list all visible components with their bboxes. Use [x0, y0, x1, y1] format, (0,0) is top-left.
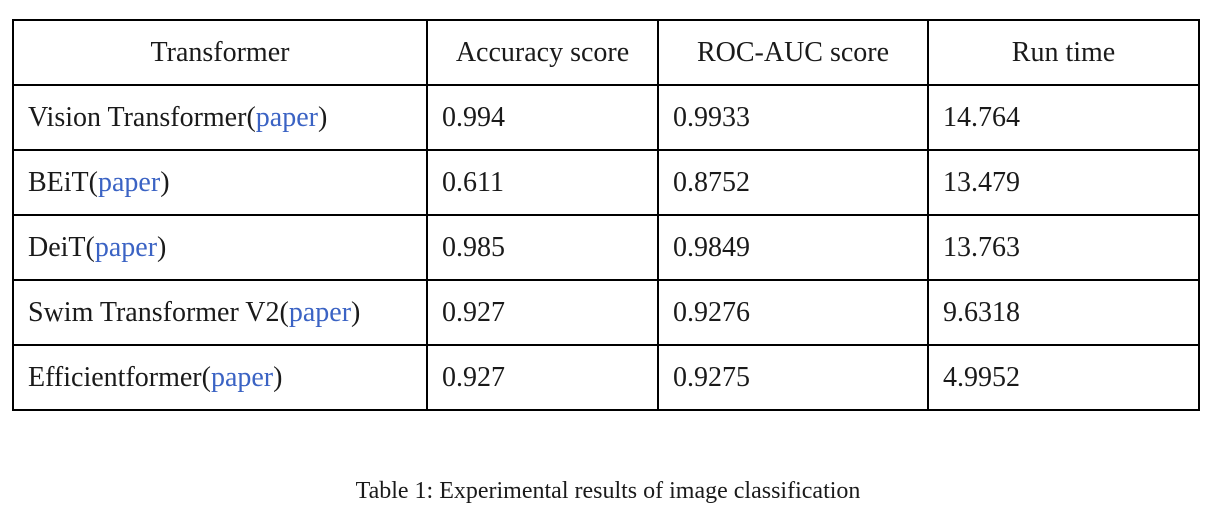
cell-accuracy: 0.927: [426, 279, 659, 346]
cell-roc-auc: 0.9276: [657, 279, 929, 346]
cell-roc-auc: 0.9275: [657, 344, 929, 411]
cell-transformer-name: Vision Transformer(paper): [12, 84, 428, 151]
cell-accuracy: 0.611: [426, 149, 659, 216]
paper-link[interactable]: paper: [288, 296, 352, 328]
paper-link[interactable]: paper: [94, 231, 158, 263]
paper-link[interactable]: paper: [255, 101, 318, 133]
header-accuracy: Accuracy score: [426, 19, 659, 86]
model-name: BEiT: [28, 166, 89, 198]
table-row: DeiT(paper) 0.985 0.9849 13.763: [12, 214, 1200, 281]
header-transformer: Transformer: [12, 19, 428, 86]
cell-run-time: 13.763: [927, 214, 1200, 281]
cell-run-time: 14.764: [927, 84, 1200, 151]
table-row: Swim Transformer V2(paper) 0.927 0.9276 …: [12, 279, 1200, 346]
cell-transformer-name: Efficientformer(paper): [12, 344, 428, 411]
cell-roc-auc: 0.9933: [657, 84, 929, 151]
paper-link[interactable]: paper: [98, 166, 161, 198]
table-row: BEiT(paper) 0.611 0.8752 13.479: [12, 149, 1200, 216]
table-caption: Table 1: Experimental results of image c…: [355, 478, 861, 504]
model-name: Efficientformer: [28, 361, 202, 393]
cell-run-time: 13.479: [927, 149, 1200, 216]
model-name: DeiT: [28, 231, 86, 263]
header-roc-auc: ROC-AUC score: [657, 19, 929, 86]
results-table: Transformer Accuracy score ROC-AUC score…: [12, 19, 1200, 411]
cell-accuracy: 0.985: [426, 214, 659, 281]
table-row: Vision Transformer(paper) 0.994 0.9933 1…: [12, 84, 1200, 151]
cell-run-time: 4.9952: [927, 344, 1200, 411]
cell-accuracy: 0.927: [426, 344, 659, 411]
cell-transformer-name: BEiT(paper): [12, 149, 428, 216]
header-run-time: Run time: [927, 19, 1200, 86]
cell-transformer-name: Swim Transformer V2(paper): [12, 279, 428, 346]
table-header-row: Transformer Accuracy score ROC-AUC score…: [12, 19, 1200, 86]
model-name: Vision Transformer: [28, 101, 247, 133]
table-row: Efficientformer(paper) 0.927 0.9275 4.99…: [12, 344, 1200, 411]
cell-transformer-name: DeiT(paper): [12, 214, 428, 281]
cell-accuracy: 0.994: [426, 84, 659, 151]
cell-run-time: 9.6318: [927, 279, 1200, 346]
model-name: Swim Transformer V2: [28, 296, 280, 328]
cell-roc-auc: 0.8752: [657, 149, 929, 216]
paper-link[interactable]: paper: [210, 361, 274, 393]
cell-roc-auc: 0.9849: [657, 214, 929, 281]
